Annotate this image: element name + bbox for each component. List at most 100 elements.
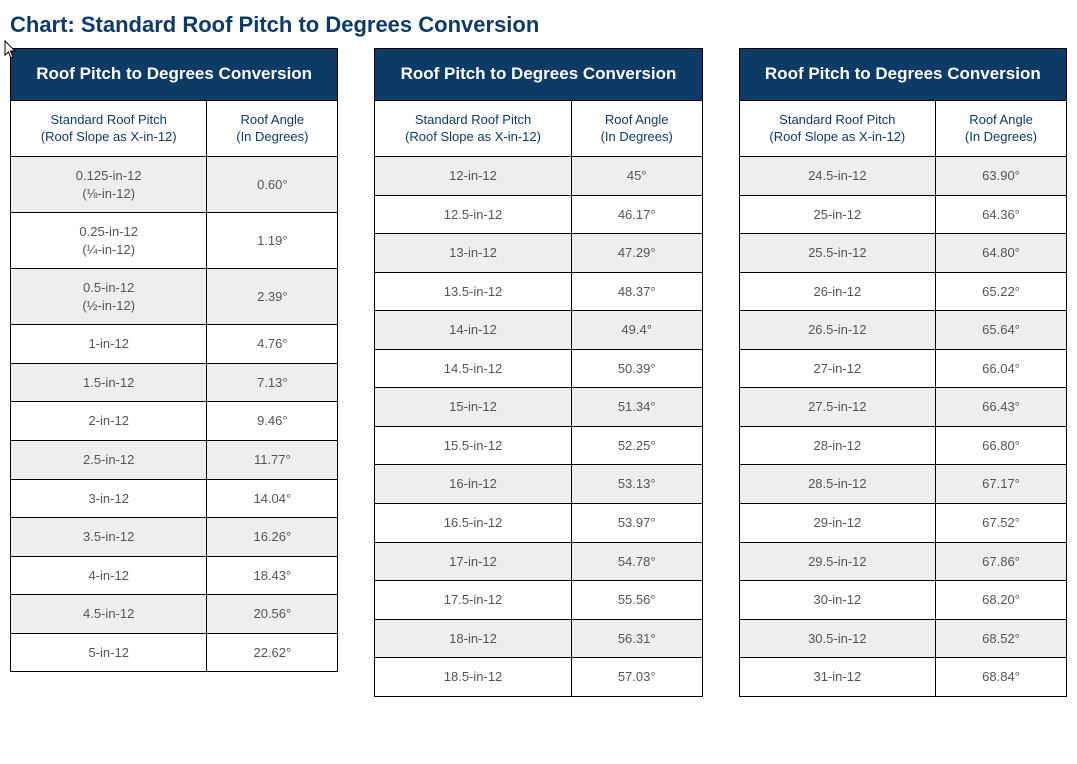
table-body: 0.125-in-12(⅛-in-12)0.60°0.25-in-12(¼-in… xyxy=(11,157,338,672)
table-title: Roof Pitch to Degrees Conversion xyxy=(375,49,702,101)
column-header-angle: Roof Angle (In Degrees) xyxy=(207,100,338,156)
pitch-cell: 14.5-in-12 xyxy=(375,349,571,388)
pitch-cell: 28-in-12 xyxy=(739,426,935,465)
pitch-cell: 0.125-in-12(⅛-in-12) xyxy=(11,157,207,213)
pitch-cell: 4.5-in-12 xyxy=(11,595,207,634)
angle-cell: 47.29° xyxy=(571,234,702,273)
table-body: 12-in-1245°12.5-in-1246.17°13-in-1247.29… xyxy=(375,157,702,697)
col-head-line: (Roof Slope as X-in-12) xyxy=(405,129,541,144)
pitch-cell: 27-in-12 xyxy=(739,349,935,388)
table-title: Roof Pitch to Degrees Conversion xyxy=(739,49,1066,101)
table-row: 2.5-in-1211.77° xyxy=(11,440,338,479)
table-row: 0.25-in-12(¼-in-12)1.19° xyxy=(11,213,338,269)
pitch-cell: 31-in-12 xyxy=(739,658,935,697)
column-header-pitch: Standard Roof Pitch (Roof Slope as X-in-… xyxy=(739,100,935,156)
angle-cell: 4.76° xyxy=(207,325,338,364)
pitch-cell: 28.5-in-12 xyxy=(739,465,935,504)
pitch-cell: 15.5-in-12 xyxy=(375,426,571,465)
pitch-cell: 18-in-12 xyxy=(375,619,571,658)
angle-cell: 67.86° xyxy=(936,542,1067,581)
angle-cell: 67.52° xyxy=(936,503,1067,542)
pitch-cell: 12.5-in-12 xyxy=(375,195,571,234)
angle-cell: 54.78° xyxy=(571,542,702,581)
table-row: 15-in-1251.34° xyxy=(375,388,702,427)
pitch-cell: 17.5-in-12 xyxy=(375,581,571,620)
table-row: 17-in-1254.78° xyxy=(375,542,702,581)
angle-cell: 53.97° xyxy=(571,503,702,542)
table-row: 0.125-in-12(⅛-in-12)0.60° xyxy=(11,157,338,213)
angle-cell: 14.04° xyxy=(207,479,338,518)
angle-cell: 64.36° xyxy=(936,195,1067,234)
col-head-line: (In Degrees) xyxy=(601,129,673,144)
table-row: 14.5-in-1250.39° xyxy=(375,349,702,388)
pitch-cell: 30.5-in-12 xyxy=(739,619,935,658)
angle-cell: 50.39° xyxy=(571,349,702,388)
angle-cell: 52.25° xyxy=(571,426,702,465)
table-row: 25-in-1264.36° xyxy=(739,195,1066,234)
col-head-line: Standard Roof Pitch xyxy=(51,112,167,127)
col-head-line: (In Degrees) xyxy=(965,129,1037,144)
column-header-angle: Roof Angle (In Degrees) xyxy=(936,100,1067,156)
angle-cell: 63.90° xyxy=(936,157,1067,196)
pitch-cell: 4-in-12 xyxy=(11,556,207,595)
table-row: 30.5-in-1268.52° xyxy=(739,619,1066,658)
angle-cell: 2.39° xyxy=(207,269,338,325)
angle-cell: 46.17° xyxy=(571,195,702,234)
table-row: 30-in-1268.20° xyxy=(739,581,1066,620)
pitch-cell: 26.5-in-12 xyxy=(739,311,935,350)
table-row: 0.5-in-12(½-in-12)2.39° xyxy=(11,269,338,325)
table-body: 24.5-in-1263.90°25-in-1264.36°25.5-in-12… xyxy=(739,157,1066,697)
angle-cell: 65.64° xyxy=(936,311,1067,350)
angle-cell: 7.13° xyxy=(207,363,338,402)
angle-cell: 11.77° xyxy=(207,440,338,479)
angle-cell: 57.03° xyxy=(571,658,702,697)
table-row: 1.5-in-127.13° xyxy=(11,363,338,402)
table-row: 26-in-1265.22° xyxy=(739,272,1066,311)
pitch-cell: 14-in-12 xyxy=(375,311,571,350)
pitch-cell: 29-in-12 xyxy=(739,503,935,542)
angle-cell: 0.60° xyxy=(207,157,338,213)
table-row: 13-in-1247.29° xyxy=(375,234,702,273)
angle-cell: 66.04° xyxy=(936,349,1067,388)
table-row: 3.5-in-1216.26° xyxy=(11,518,338,557)
angle-cell: 65.22° xyxy=(936,272,1067,311)
table-row: 28-in-1266.80° xyxy=(739,426,1066,465)
table-row: 4-in-1218.43° xyxy=(11,556,338,595)
pitch-cell: 0.5-in-12(½-in-12) xyxy=(11,269,207,325)
pitch-cell: 12-in-12 xyxy=(375,157,571,196)
page-title: Chart: Standard Roof Pitch to Degrees Co… xyxy=(0,0,1077,48)
pitch-cell: 27.5-in-12 xyxy=(739,388,935,427)
pitch-cell: 25-in-12 xyxy=(739,195,935,234)
angle-cell: 51.34° xyxy=(571,388,702,427)
angle-cell: 68.84° xyxy=(936,658,1067,697)
table-row: 3-in-1214.04° xyxy=(11,479,338,518)
pitch-cell: 2.5-in-12 xyxy=(11,440,207,479)
angle-cell: 18.43° xyxy=(207,556,338,595)
col-head-line: (Roof Slope as X-in-12) xyxy=(41,129,177,144)
table-row: 12-in-1245° xyxy=(375,157,702,196)
column-header-angle: Roof Angle (In Degrees) xyxy=(571,100,702,156)
col-head-line: Standard Roof Pitch xyxy=(779,112,895,127)
pitch-cell: 17-in-12 xyxy=(375,542,571,581)
col-head-line: (In Degrees) xyxy=(236,129,308,144)
table-row: 17.5-in-1255.56° xyxy=(375,581,702,620)
angle-cell: 68.20° xyxy=(936,581,1067,620)
angle-cell: 22.62° xyxy=(207,633,338,672)
angle-cell: 45° xyxy=(571,157,702,196)
table-row: 5-in-1222.62° xyxy=(11,633,338,672)
table-row: 31-in-1268.84° xyxy=(739,658,1066,697)
pitch-cell: 16-in-12 xyxy=(375,465,571,504)
angle-cell: 56.31° xyxy=(571,619,702,658)
table-row: 24.5-in-1263.90° xyxy=(739,157,1066,196)
angle-cell: 68.52° xyxy=(936,619,1067,658)
angle-cell: 16.26° xyxy=(207,518,338,557)
pitch-cell: 13.5-in-12 xyxy=(375,272,571,311)
pitch-cell: 18.5-in-12 xyxy=(375,658,571,697)
angle-cell: 1.19° xyxy=(207,213,338,269)
pitch-cell: 26-in-12 xyxy=(739,272,935,311)
table-row: 13.5-in-1248.37° xyxy=(375,272,702,311)
column-header-pitch: Standard Roof Pitch (Roof Slope as X-in-… xyxy=(375,100,571,156)
table-row: 14-in-1249.4° xyxy=(375,311,702,350)
col-head-line: Roof Angle xyxy=(969,112,1033,127)
table-row: 29.5-in-1267.86° xyxy=(739,542,1066,581)
